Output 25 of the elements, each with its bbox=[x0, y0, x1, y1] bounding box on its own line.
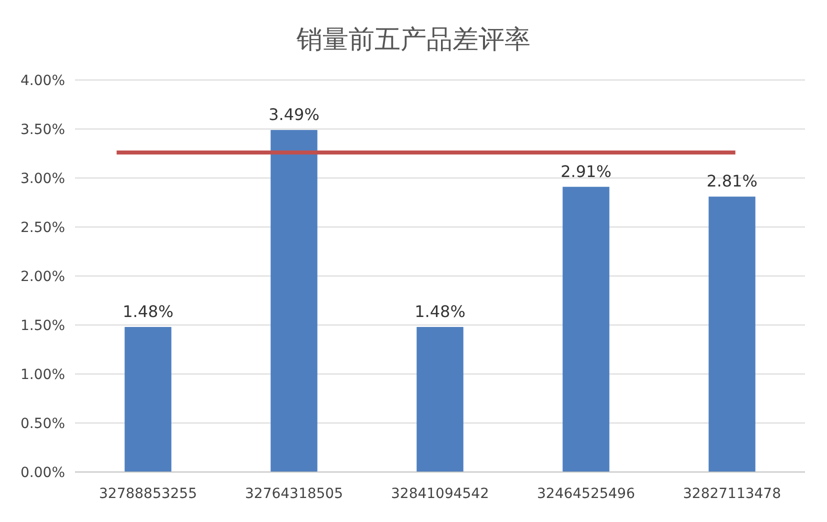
y-tick-label: 2.00% bbox=[20, 268, 65, 285]
y-tick-label: 3.50% bbox=[20, 122, 65, 138]
data-label: 1.48% bbox=[122, 302, 174, 321]
x-tick-label: 32464525496 bbox=[537, 486, 636, 502]
x-tick-label: 32841094542 bbox=[391, 486, 489, 502]
y-tick-label: 0.00% bbox=[20, 464, 65, 481]
bar bbox=[708, 196, 756, 472]
y-tick-label: 1.50% bbox=[20, 318, 65, 334]
data-label: 2.91% bbox=[560, 162, 612, 181]
chart-title: 销量前五产品差评率 bbox=[296, 25, 530, 55]
y-tick-label: 3.00% bbox=[20, 170, 65, 187]
x-tick-label: 32827113478 bbox=[683, 486, 781, 502]
y-tick-label: 0.50% bbox=[20, 416, 65, 432]
bar bbox=[124, 326, 172, 472]
y-tick-label: 1.00% bbox=[20, 366, 65, 383]
x-tick-label: 32788853255 bbox=[99, 486, 197, 502]
data-label: 3.49% bbox=[268, 104, 320, 124]
bar bbox=[416, 326, 464, 472]
data-label: 2.81% bbox=[706, 172, 758, 191]
y-tick-label: 2.50% bbox=[20, 220, 65, 236]
bar bbox=[562, 186, 610, 472]
x-tick-label: 32764318505 bbox=[245, 486, 343, 502]
bar bbox=[270, 130, 318, 472]
y-tick-label: 4.00% bbox=[20, 72, 65, 89]
data-label: 1.48% bbox=[414, 302, 466, 321]
